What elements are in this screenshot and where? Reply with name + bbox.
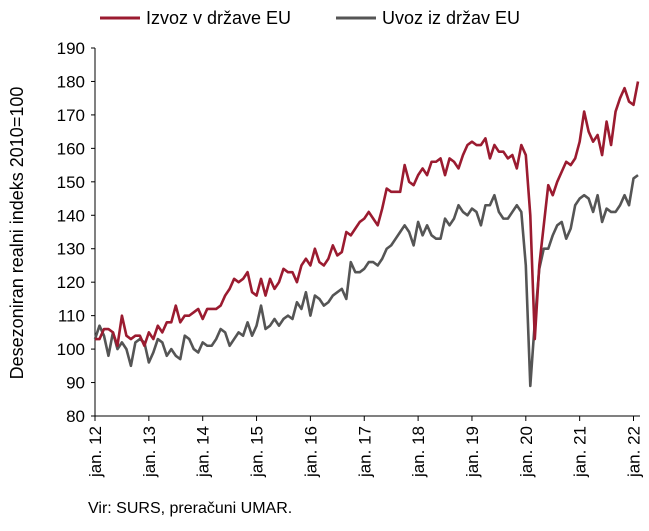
y-tick-label: 120	[57, 273, 85, 292]
y-tick-label: 90	[66, 374, 85, 393]
x-tick-label: jan. 22	[625, 426, 644, 478]
legend: Izvoz v države EU Uvoz iz držav EU	[100, 8, 520, 28]
y-tick-label: 110	[58, 307, 85, 326]
series-layer	[93, 81, 640, 388]
y-tick-label: 80	[66, 407, 85, 426]
legend-label-izvoz: Izvoz v države EU	[146, 8, 291, 28]
x-tick-label: jan. 17	[355, 426, 374, 478]
legend-label-uvoz: Uvoz iz držav EU	[382, 8, 520, 28]
x-tick-label: jan. 15	[248, 426, 267, 478]
y-tick-label: 150	[57, 173, 85, 192]
y-axis-label: Desezoniran realni indeks 2010=100	[7, 87, 27, 380]
x-tick-label: jan. 20	[517, 426, 536, 478]
x-tick-label: jan. 16	[301, 426, 320, 478]
x-tick-label: jan. 13	[140, 426, 159, 478]
y-tick-label: 100	[57, 340, 85, 359]
x-tick-label: jan. 18	[409, 426, 428, 478]
x-tick-label: jan. 19	[463, 426, 482, 478]
y-tick-label: 180	[57, 72, 85, 91]
y-tick-label: 190	[57, 39, 85, 58]
axes: 80 90 100 110 120 130 140 150 160 170 180 190 jan. 1…	[57, 39, 644, 478]
y-tick-label: 160	[57, 139, 85, 158]
y-tick-label: 140	[57, 206, 85, 225]
y-tick-label: 170	[57, 106, 85, 125]
x-tick-label: jan. 21	[571, 426, 590, 478]
source-note: Vir: SURS, preračuni UMAR.	[88, 500, 293, 517]
x-tick-label: jan. 12	[86, 426, 105, 478]
series-line-izvoz	[95, 81, 640, 348]
x-tick-label: jan. 14	[194, 426, 213, 478]
series-line-uvoz	[93, 174, 639, 388]
y-tick-label: 130	[57, 240, 85, 259]
